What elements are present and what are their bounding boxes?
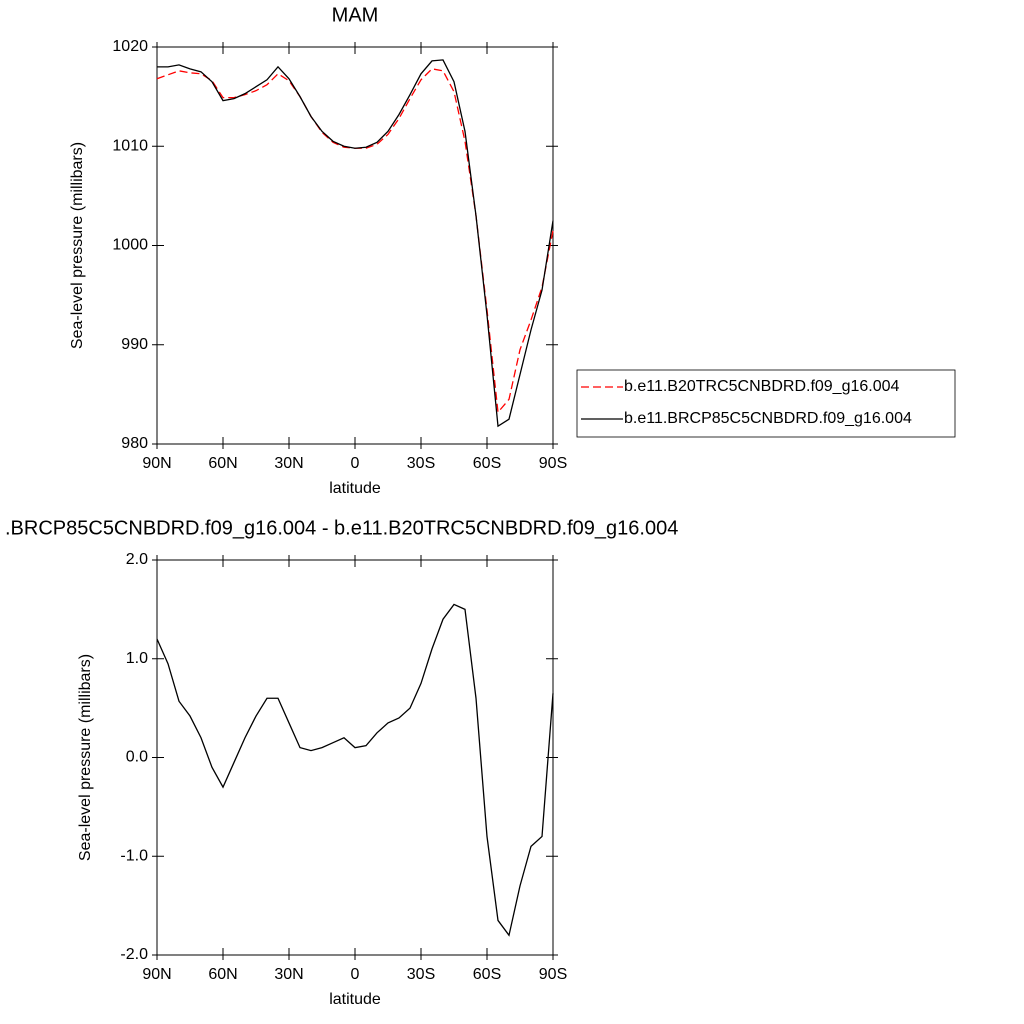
legend-box [576,369,956,438]
chart-title: MAM [332,4,379,26]
x-axis-label: latitude [329,991,381,1008]
y-tick-label: 1020 [112,38,148,55]
y-tick-label: -2.0 [120,946,148,963]
x-tick-label: 90S [539,455,567,472]
x-tick-label: 30S [407,966,435,983]
y-tick-label: 2.0 [126,551,148,568]
legend-label: b.e11.BRCP85C5CNBDRD.f09_g16.004 [624,410,912,427]
x-tick-label: 30N [274,966,303,983]
y-tick-label: -1.0 [120,847,148,864]
x-tick-label: 30S [407,455,435,472]
y-axis-label: Sea-level pressure (millibars) [77,654,94,861]
y-tick-label: 980 [121,435,148,452]
x-tick-label: 60N [208,455,237,472]
x-tick-label: 30N [274,455,303,472]
y-tick-label: 1.0 [126,650,148,667]
x-tick-label: 90N [142,966,171,983]
x-tick-label: 90N [142,455,171,472]
y-tick-label: 1000 [112,237,148,254]
data-line [156,603,554,937]
y-axis-label: Sea-level pressure (millibars) [69,142,86,349]
x-tick-label: 0 [351,966,360,983]
plot-frame [156,559,554,956]
x-tick-label: 0 [351,455,360,472]
x-axis-label: latitude [329,480,381,497]
x-tick-label: 60N [208,966,237,983]
x-tick-label: 60S [473,966,501,983]
y-tick-label: 0.0 [126,749,148,766]
x-tick-label: 90S [539,966,567,983]
legend-label: b.e11.B20TRC5CNBDRD.f09_g16.004 [624,378,900,395]
data-line [156,68,554,414]
chart-title: .BRCP85C5CNBDRD.f09_g16.004 - b.e11.B20T… [5,517,678,539]
data-line [157,59,554,428]
y-tick-label: 990 [121,336,148,353]
y-tick-label: 1010 [112,137,148,154]
x-tick-label: 60S [473,455,501,472]
